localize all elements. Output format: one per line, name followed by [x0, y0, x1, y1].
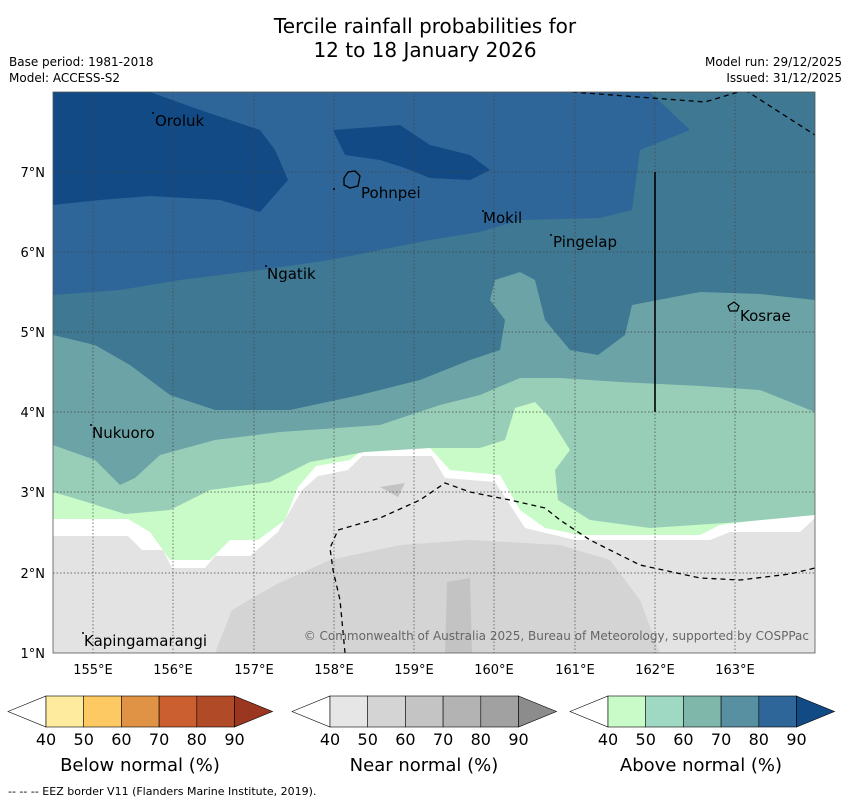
colorbar-tick-label: 50	[358, 730, 378, 749]
colorbar-segment	[196, 695, 235, 728]
lat-label: 7°N	[21, 166, 46, 181]
colorbar-tick-label: 90	[508, 730, 528, 749]
colorbar-segment	[158, 695, 198, 728]
place-oroluk: Oroluk	[155, 112, 204, 130]
lat-label: 6°N	[21, 246, 46, 261]
colorbar-segment	[683, 695, 722, 728]
colorbar-segment	[720, 695, 760, 728]
eez-border	[329, 92, 815, 653]
colorbar-segment	[645, 695, 684, 728]
place-mokil: Mokil	[483, 209, 522, 227]
colorbar-segment	[480, 695, 519, 728]
colorbar-extend-high	[234, 695, 274, 728]
colorbar-extend-low	[7, 695, 47, 728]
model-name: Model: ACCESS-S2	[9, 71, 121, 85]
colorbar-extend-low	[291, 695, 331, 728]
colorbar-tick-label: 40	[598, 730, 618, 749]
lon-label: 159°E	[394, 663, 434, 678]
lat-label: 1°N	[21, 647, 46, 662]
eez-footnote: -- -- -- EEZ border V11 (Flanders Marine…	[8, 785, 317, 798]
title-line-1: Tercile rainfall probabilities for	[273, 14, 577, 38]
colorbar-tick-label: 70	[433, 730, 453, 749]
colorbar-tick-label: 60	[395, 730, 415, 749]
region-near-70	[445, 578, 472, 653]
colorbar-tick-label: 50	[74, 730, 94, 749]
place-markers	[82, 112, 552, 634]
lat-label: 4°N	[21, 406, 46, 421]
title-line-2: 12 to 18 January 2026	[313, 38, 537, 62]
colorbar-near: 40 50 60 70 80 90	[291, 695, 558, 749]
colorbar-tick-label: 70	[711, 730, 731, 749]
lon-label: 161°E	[555, 663, 595, 678]
below-normal-label: Below normal (%)	[60, 755, 220, 776]
colorbar-tick-label: 40	[320, 730, 340, 749]
colorbar-tick-label: 70	[149, 730, 169, 749]
model-run: Model run: 29/12/2025	[704, 55, 842, 69]
colorbar-tick-label: 60	[673, 730, 693, 749]
colorbar-tick-label: 80	[187, 730, 207, 749]
colorbar-segment	[83, 695, 122, 728]
probability-field	[53, 92, 815, 653]
pohnpei-island	[343, 170, 361, 189]
colorbar-tick-label: 90	[786, 730, 806, 749]
colorbar-tick-label: 80	[471, 730, 491, 749]
colorbar-segment	[758, 695, 797, 728]
place-pohnpei: Pohnpei	[361, 184, 421, 202]
lat-label: 5°N	[21, 326, 46, 341]
colorbar-extend-high	[518, 695, 558, 728]
colorbar-segment	[405, 695, 444, 728]
colorbar-tick-label: 50	[636, 730, 656, 749]
lon-label: 163°E	[715, 663, 755, 678]
above-normal-label: Above normal (%)	[619, 755, 783, 776]
place-pingelap: Pingelap	[553, 233, 617, 251]
lon-label: 157°E	[234, 663, 274, 678]
lon-label: 162°E	[635, 663, 675, 678]
colorbar-segment	[121, 695, 160, 728]
colorbar-segment	[442, 695, 482, 728]
region-above-90-west	[53, 92, 288, 212]
lon-label: 155°E	[73, 663, 113, 678]
colorbar-extend-high	[796, 695, 836, 728]
place-kosrae: Kosrae	[740, 307, 791, 325]
colorbar-segment	[329, 695, 369, 728]
lon-label: 160°E	[474, 663, 514, 678]
region-above-90-pohnpei	[333, 125, 490, 180]
region-near-70-b	[380, 483, 405, 497]
lat-label: 3°N	[21, 486, 46, 501]
colorbar-extend-low	[569, 695, 609, 728]
place-kapingamarangi: Kapingamarangi	[84, 632, 207, 650]
near-normal-label: Near normal (%)	[349, 755, 499, 776]
map-frame	[52, 91, 816, 654]
region-near-60	[215, 540, 660, 653]
place-nukuoro: Nukuoro	[92, 424, 155, 442]
colorbar-tick-label: 80	[749, 730, 769, 749]
colorbar-above: 40 50 60 70 80 90	[569, 695, 836, 749]
base-period: Base period: 1981-2018	[9, 55, 154, 69]
colorbar-tick-label: 40	[36, 730, 56, 749]
colorbar-tick-label: 90	[224, 730, 244, 749]
lon-label: 158°E	[314, 663, 354, 678]
colorbar-below: 40 50 60 70 80 90	[7, 695, 274, 749]
lon-label: 156°E	[153, 663, 193, 678]
copyright-notice: © Commonwealth of Australia 2025, Bureau…	[304, 629, 809, 643]
colorbar-segment	[45, 695, 85, 728]
place-ngatik: Ngatik	[267, 265, 316, 283]
lat-label: 2°N	[21, 567, 46, 582]
colorbar-segment	[607, 695, 647, 728]
colorbar-tick-label: 60	[111, 730, 131, 749]
issued-date: Issued: 31/12/2025	[726, 71, 842, 85]
colorbar-segment	[367, 695, 406, 728]
kosrae-island	[727, 301, 740, 312]
